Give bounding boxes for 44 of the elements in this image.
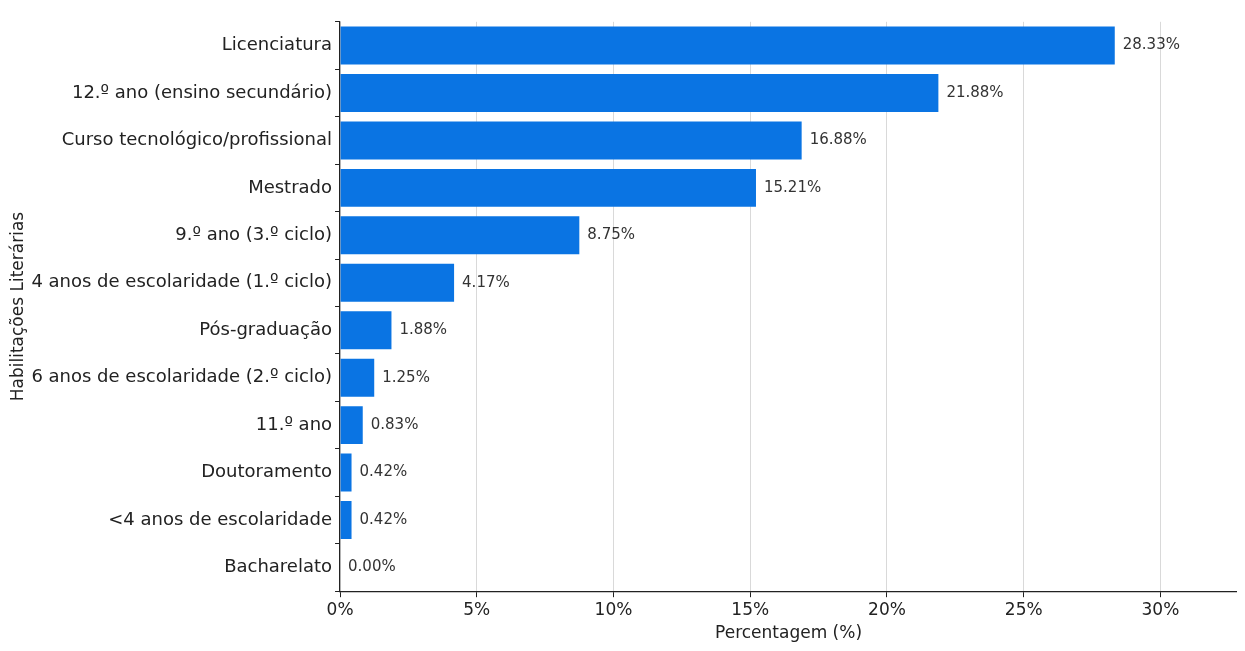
y-tick-label: 4 anos de escolaridade (1.º ciclo) bbox=[31, 270, 333, 292]
data-label: 21.88% bbox=[946, 82, 1004, 101]
bar bbox=[340, 501, 352, 540]
data-label: 15.21% bbox=[763, 177, 822, 196]
bar bbox=[340, 168, 756, 207]
x-tick-label: 25% bbox=[1004, 598, 1043, 619]
y-tick-label: 11.º ano bbox=[255, 412, 333, 434]
y-tick-label: <4 anos de escolaridade bbox=[108, 507, 333, 529]
y-tick-label: Licenciatura bbox=[221, 33, 333, 55]
data-label: 0.42% bbox=[359, 509, 408, 528]
data-label: 16.88% bbox=[809, 130, 867, 149]
data-label: 4.17% bbox=[462, 272, 510, 291]
y-tick-label: Bacharelato bbox=[224, 555, 333, 577]
bar bbox=[340, 311, 392, 350]
data-label: 0.00% bbox=[348, 557, 396, 576]
y-tick-label: Curso tecnológico/profissional bbox=[61, 128, 333, 150]
x-tick-label: 10% bbox=[594, 598, 633, 619]
bar bbox=[340, 263, 455, 302]
y-tick-label: 9.º ano (3.º ciclo) bbox=[175, 223, 333, 244]
data-label: 1.88% bbox=[399, 320, 448, 339]
bar bbox=[340, 453, 352, 492]
x-tick-label: 30% bbox=[1141, 598, 1180, 619]
y-tick-label: Pós-graduação bbox=[199, 317, 333, 339]
y-tick-label: 6 anos de escolaridade (2.º ciclo) bbox=[31, 365, 333, 387]
y-axis-title: Habilitações Literárias bbox=[6, 211, 27, 402]
bar bbox=[340, 216, 580, 255]
bar bbox=[340, 26, 1115, 65]
y-tick-label: 12.º ano (ensino secundário) bbox=[71, 80, 333, 102]
y-tick-label: Doutoramento bbox=[201, 460, 333, 482]
x-tick-label: 0% bbox=[326, 598, 354, 619]
data-label: 28.33% bbox=[1122, 35, 1180, 54]
x-axis-title: Percentagem (%) bbox=[715, 622, 863, 643]
x-tick-label: 15% bbox=[731, 598, 770, 619]
data-label: 0.42% bbox=[359, 462, 408, 481]
data-label: 8.75% bbox=[587, 225, 635, 244]
x-tick-label: 5% bbox=[463, 598, 491, 619]
bar bbox=[340, 358, 375, 397]
y-tick-label: Mestrado bbox=[248, 175, 333, 197]
x-tick-label: 20% bbox=[868, 598, 906, 619]
data-label: 0.83% bbox=[370, 415, 419, 434]
bar bbox=[340, 74, 939, 112]
bar bbox=[340, 121, 802, 160]
bar bbox=[340, 406, 363, 445]
data-label: 1.25% bbox=[382, 367, 430, 386]
